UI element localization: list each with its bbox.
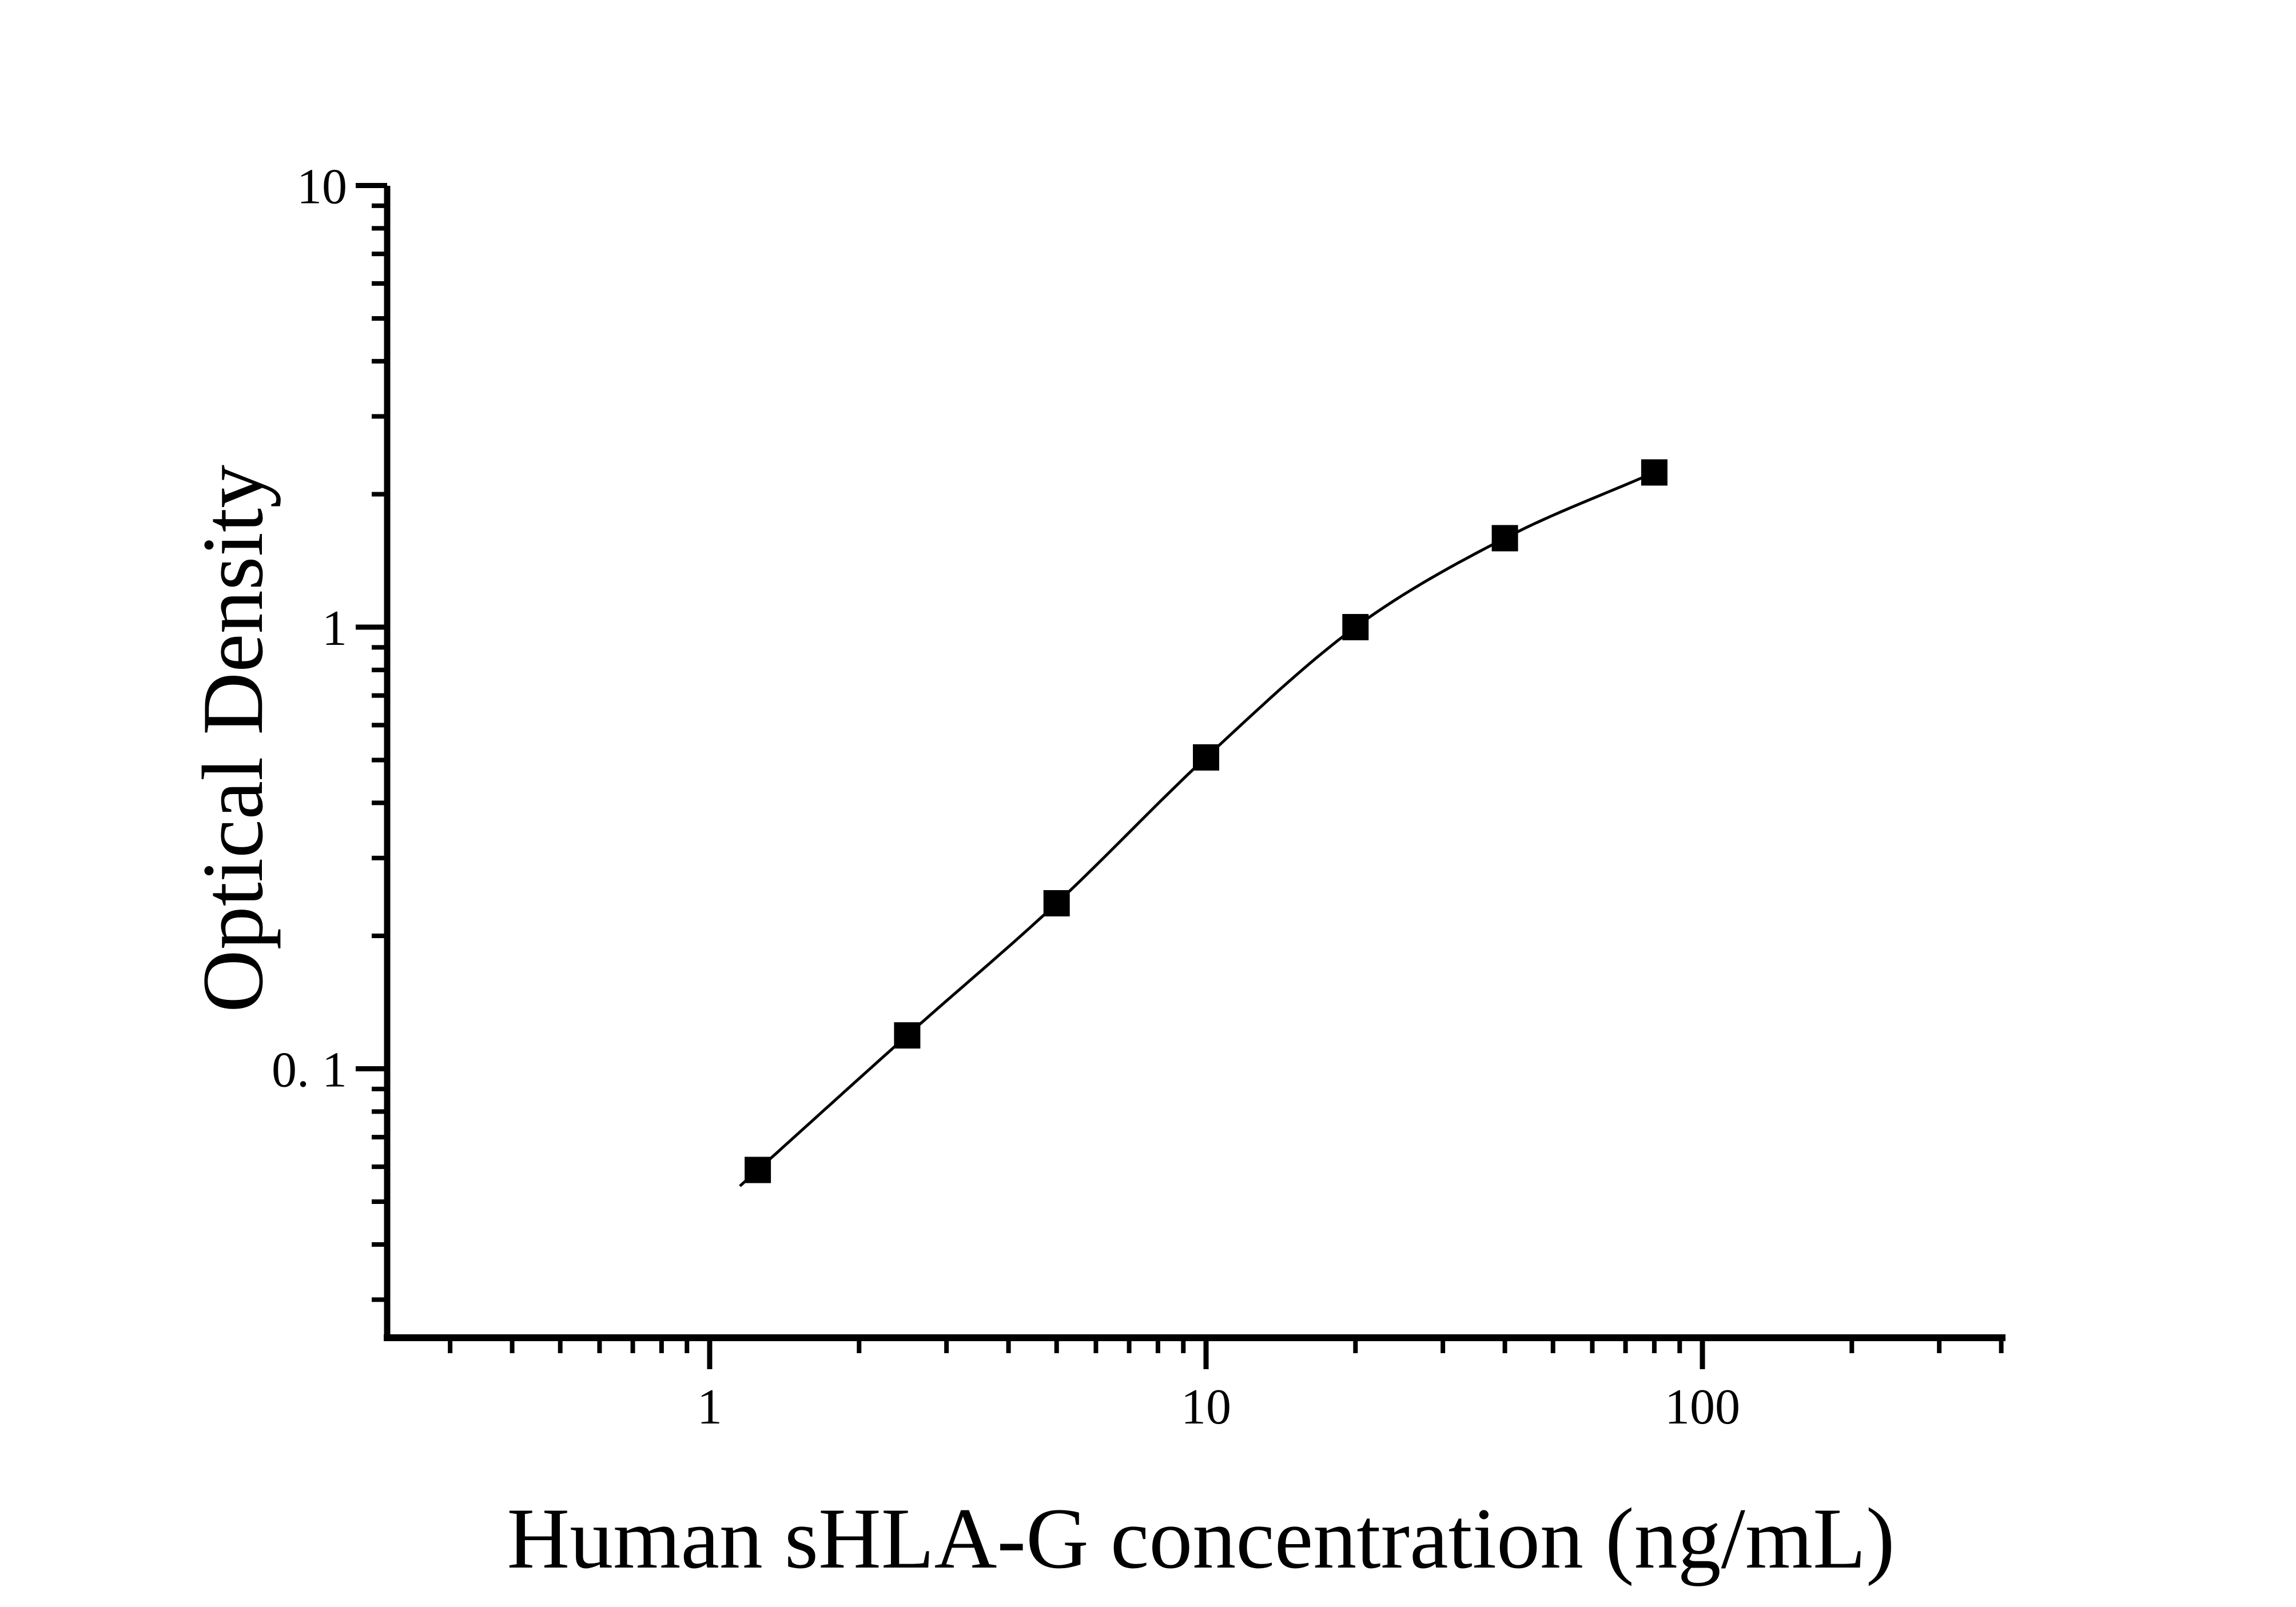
y-tick-label: 1 [322, 601, 347, 656]
x-tick-label: 1 [697, 1379, 722, 1435]
data-point-marker [1342, 614, 1369, 640]
fit-curve [739, 471, 1655, 1187]
y-axis-title: Optical Density [185, 465, 281, 1012]
data-points [745, 459, 1668, 1183]
x-tick-label: 100 [1665, 1379, 1740, 1435]
tick-labels: 1 10 100 10 1 0. 1 [272, 159, 1740, 1435]
y-tick-label: 0. 1 [272, 1043, 347, 1098]
data-point-marker [1193, 744, 1219, 771]
y-tick-label: 10 [297, 159, 347, 215]
data-point-marker [1043, 890, 1070, 917]
data-point-marker [745, 1157, 771, 1183]
data-point-marker [1641, 459, 1668, 486]
data-point-marker [1491, 525, 1518, 552]
data-point-marker [894, 1022, 921, 1049]
tick-marks [356, 183, 2004, 1369]
fit-curve-path [739, 471, 1655, 1187]
x-axis-title: Human sHLA-G concentration (ng/mL) [507, 1490, 1895, 1586]
x-tick-label: 10 [1181, 1379, 1231, 1435]
axes [384, 186, 2005, 1341]
